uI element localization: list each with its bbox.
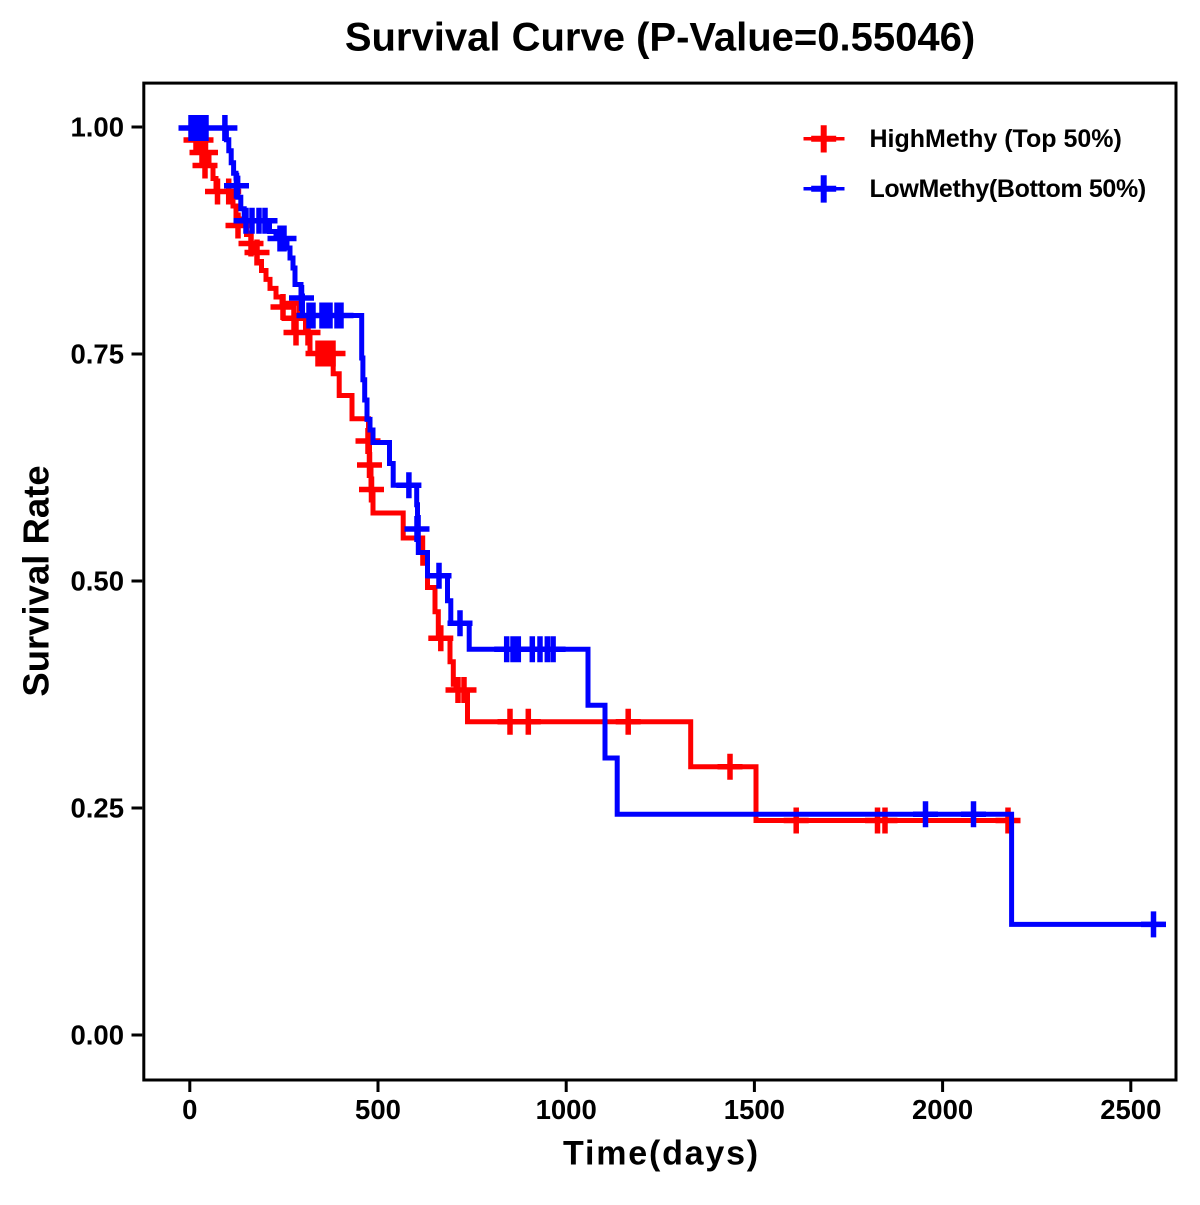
svg-text:0.25: 0.25 bbox=[70, 793, 124, 824]
svg-text:HighMethy (Top 50%): HighMethy (Top 50%) bbox=[870, 125, 1122, 153]
svg-text:2500: 2500 bbox=[1100, 1094, 1161, 1125]
svg-text:1000: 1000 bbox=[536, 1094, 597, 1125]
svg-text:500: 500 bbox=[355, 1094, 401, 1125]
svg-text:Time(days): Time(days) bbox=[563, 1135, 760, 1173]
svg-text:LowMethy(Bottom 50%): LowMethy(Bottom 50%) bbox=[870, 175, 1146, 203]
svg-text:Survival Rate: Survival Rate bbox=[16, 465, 57, 696]
svg-text:2000: 2000 bbox=[912, 1094, 973, 1125]
svg-text:0.75: 0.75 bbox=[70, 339, 124, 370]
svg-text:0: 0 bbox=[182, 1094, 197, 1125]
svg-text:Survival Curve (P-Value=0.5504: Survival Curve (P-Value=0.55046) bbox=[345, 16, 975, 60]
svg-text:0.50: 0.50 bbox=[70, 566, 124, 597]
svg-text:1.00: 1.00 bbox=[70, 112, 124, 143]
svg-text:1500: 1500 bbox=[724, 1094, 785, 1125]
svg-text:0.00: 0.00 bbox=[70, 1020, 124, 1051]
